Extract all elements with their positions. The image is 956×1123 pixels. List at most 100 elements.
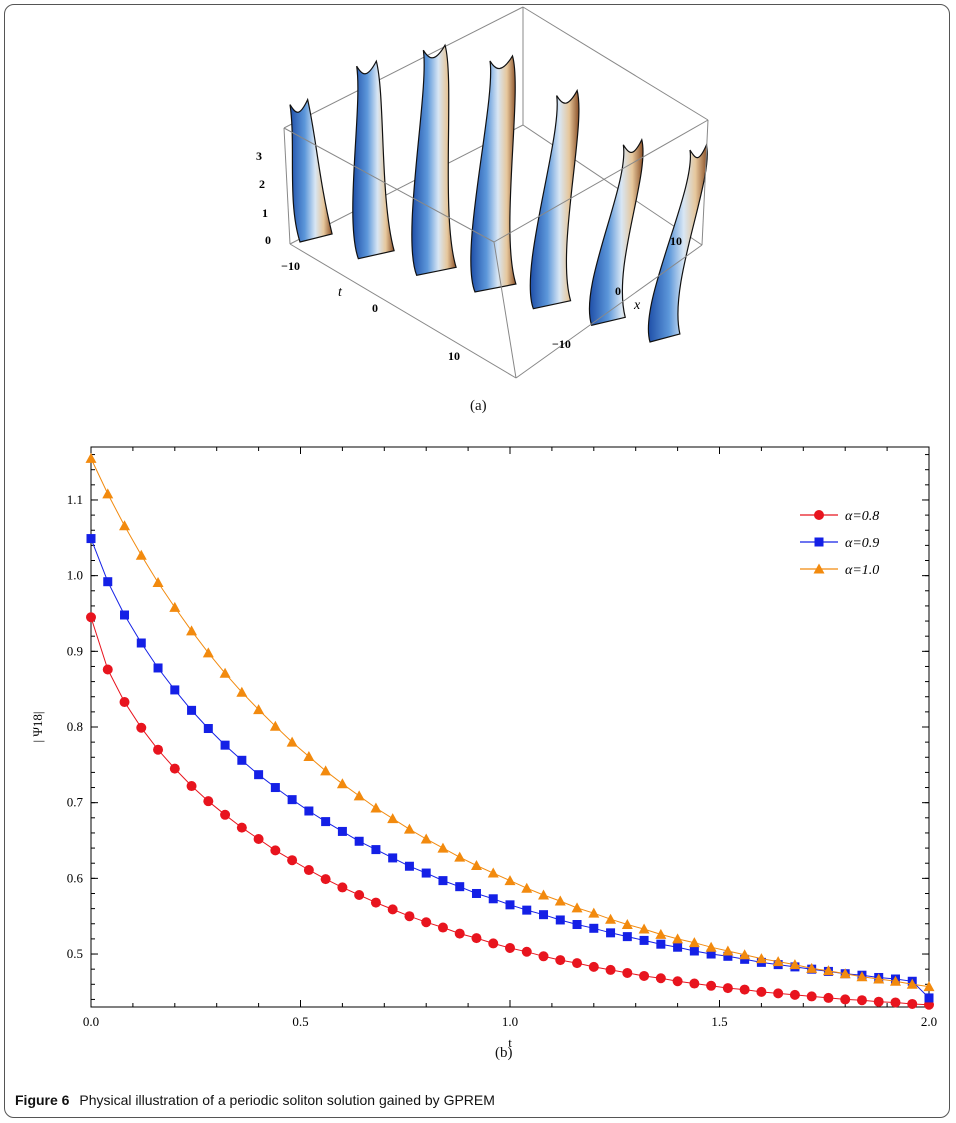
data-point — [370, 802, 382, 813]
data-point — [504, 875, 516, 886]
data-point — [571, 902, 583, 913]
box-edge — [283, 6, 524, 129]
surface-x-tick: −10 — [552, 337, 571, 351]
legend-marker — [814, 537, 824, 547]
surface-t-tick: −10 — [281, 259, 300, 273]
x-tick-label: 1.0 — [502, 1014, 518, 1029]
data-point — [287, 795, 297, 805]
data-point — [621, 919, 633, 930]
data-point — [203, 796, 214, 807]
surface-t-label: t — [338, 285, 343, 300]
data-point — [220, 740, 230, 750]
data-point — [555, 955, 566, 966]
data-point — [371, 845, 381, 855]
data-point — [454, 928, 465, 939]
y-tick-label: 1.0 — [67, 568, 83, 583]
data-point — [354, 836, 364, 846]
data-point — [656, 939, 666, 949]
surface-plot-3d: 3 2 1 0 −10 0 10 t 10 0 −10 x — [256, 6, 709, 379]
data-point — [387, 813, 399, 824]
data-point — [286, 736, 298, 747]
data-point — [153, 744, 164, 755]
data-point — [186, 781, 197, 792]
surface-ridge — [529, 88, 580, 310]
y-tick-label: 0.7 — [67, 795, 84, 810]
data-point — [706, 949, 716, 959]
plot-frame — [90, 446, 930, 1008]
data-point — [806, 962, 818, 973]
y-tick-label: 0.6 — [67, 870, 84, 885]
data-point — [554, 895, 566, 906]
legend-marker — [813, 563, 825, 574]
data-point — [907, 998, 918, 1009]
data-point — [471, 933, 482, 944]
data-point — [823, 992, 834, 1003]
data-point — [437, 842, 449, 853]
data-point — [487, 867, 499, 878]
legend-entry: α=0.9 — [800, 536, 879, 551]
surface-bounding-box-front — [283, 119, 709, 379]
data-point — [789, 959, 801, 970]
data-point — [873, 996, 884, 1007]
data-point — [336, 778, 348, 789]
surface-x-label: x — [633, 298, 641, 313]
data-point — [722, 945, 734, 956]
data-point — [438, 876, 448, 886]
y-axis-label: | Ψ18| — [30, 711, 45, 742]
data-point — [86, 534, 96, 544]
caption-label: Figure 6 — [15, 1092, 70, 1108]
data-point — [236, 822, 247, 833]
legend: α=0.8 α=0.9 α=1.0 — [800, 509, 879, 578]
series-square — [86, 534, 934, 1003]
y-tick-label: 0.5 — [67, 946, 83, 961]
data-point — [673, 942, 683, 952]
data-point — [539, 910, 549, 920]
data-point — [187, 705, 197, 715]
data-point — [203, 724, 213, 734]
line-chart: 0.0 0.5 1.0 1.5 2.0 0.5 0.6 0.7 0.8 0.9 1.0 1.1 α=0… — [30, 446, 937, 1050]
series-circle — [86, 612, 934, 1010]
data-point — [219, 667, 231, 678]
data-point — [120, 610, 130, 620]
data-point — [337, 882, 348, 893]
data-point — [270, 783, 280, 793]
data-point — [119, 697, 130, 708]
data-point — [689, 946, 699, 956]
box-edge — [289, 243, 517, 379]
data-point — [572, 958, 583, 969]
data-point — [555, 915, 565, 925]
data-point — [521, 946, 532, 957]
data-point — [840, 994, 851, 1005]
series-triangle — [85, 452, 935, 992]
data-point — [403, 823, 415, 834]
data-point — [639, 935, 649, 945]
data-point — [739, 949, 751, 960]
data-point — [169, 763, 180, 774]
surface-z-tick: 3 — [256, 149, 262, 163]
data-point — [505, 900, 515, 910]
data-point — [605, 913, 617, 924]
data-point — [873, 973, 885, 984]
data-point — [169, 601, 181, 612]
box-edge — [283, 127, 291, 245]
surface-ridge — [470, 54, 517, 293]
x-tick-label: 1.5 — [711, 1014, 727, 1029]
data-point — [605, 964, 616, 975]
data-point — [588, 907, 600, 918]
surface-ridges — [289, 43, 708, 343]
box-edge — [493, 241, 517, 379]
legend-label: α=0.8 — [845, 509, 879, 524]
surface-ridge — [411, 43, 457, 277]
data-point — [254, 770, 264, 780]
legend-label: α=1.0 — [845, 563, 879, 578]
box-edge — [522, 6, 709, 121]
data-point — [622, 932, 632, 942]
data-point — [655, 928, 667, 939]
data-point — [488, 894, 498, 904]
data-point — [672, 976, 683, 987]
data-point — [102, 664, 113, 675]
surface-z-tick: 1 — [262, 206, 268, 220]
data-point — [421, 868, 431, 878]
x-axis-label: t — [508, 1035, 512, 1050]
data-point — [186, 625, 198, 636]
